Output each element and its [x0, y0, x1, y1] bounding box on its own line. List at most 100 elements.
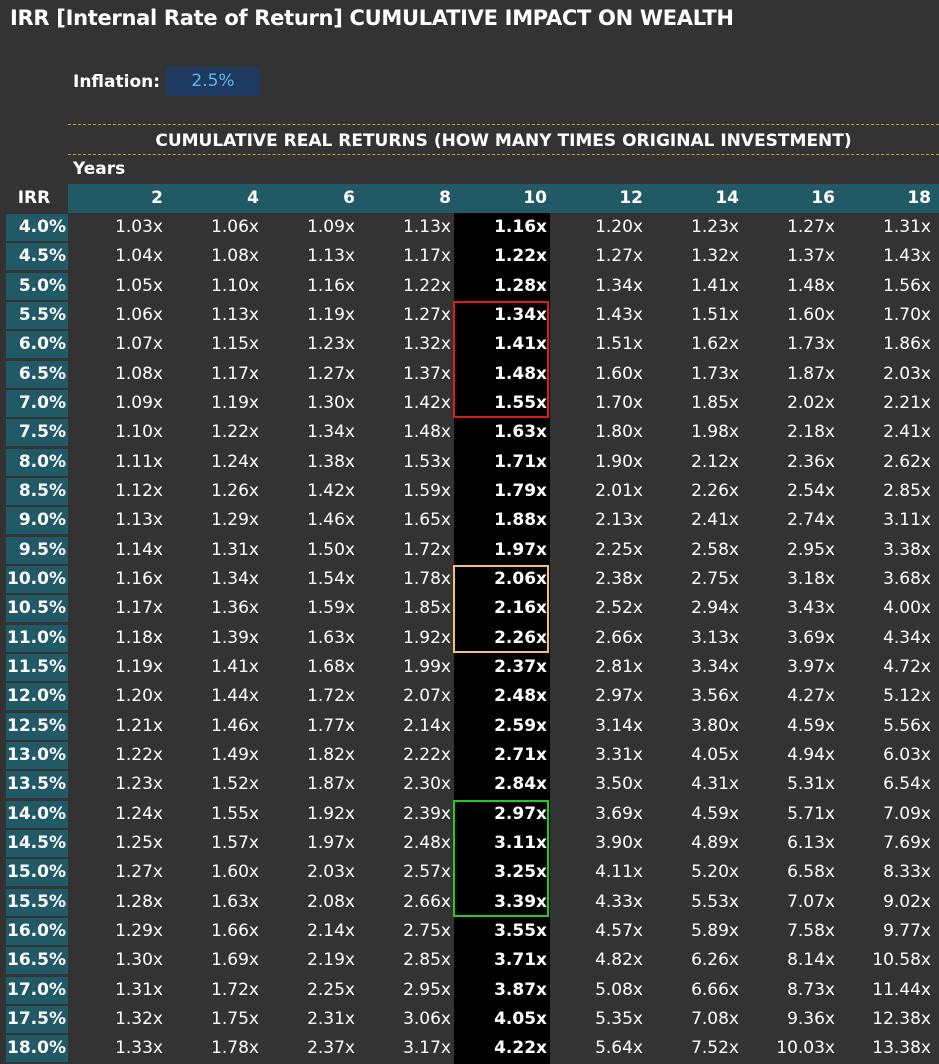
- irr-row-label: 17.0%: [6, 976, 68, 1004]
- table-cell: 6.58x: [787, 862, 835, 883]
- table-cell: 1.08x: [211, 246, 259, 267]
- table-row: 16.0% 1.29x 1.66x 2.14x 2.75x 3.55x 4.57x 5.89x…: [0, 917, 939, 946]
- table-cell: 1.70x: [883, 304, 931, 325]
- table-cell: 1.73x: [787, 334, 835, 355]
- table-cell: 4.72x: [883, 656, 931, 677]
- table-row: 6.0% 1.07x 1.15x 1.23x 1.32x 1.41x 1.51x 1.62x 1…: [0, 330, 939, 359]
- table-cell: 1.48x: [494, 363, 547, 384]
- irr-row-label: 8.5%: [6, 477, 68, 505]
- table-cell: 1.11x: [115, 451, 163, 472]
- irr-row-label: 8.0%: [6, 448, 68, 476]
- table-cell: 4.57x: [595, 920, 643, 941]
- table-cell: 1.08x: [115, 363, 163, 384]
- highlight-box-0: [453, 301, 549, 419]
- table-cell: 2.95x: [787, 539, 835, 560]
- table-cell: 13.38x: [872, 1038, 931, 1059]
- table-cell: 1.27x: [595, 246, 643, 267]
- table-cell: 2.25x: [307, 979, 355, 1000]
- table-cell: 1.10x: [211, 275, 259, 296]
- table-cell: 5.64x: [595, 1038, 643, 1059]
- column-header-6: 6: [343, 188, 355, 208]
- table-row: 14.0% 1.24x 1.55x 1.92x 2.39x 2.97x 3.69x 4.59x…: [0, 800, 939, 829]
- table-cell: 3.17x: [403, 1038, 451, 1059]
- table-cell: 2.03x: [307, 862, 355, 883]
- table-row: 9.0% 1.13x 1.29x 1.46x 1.65x 1.88x 2.13x 2.41x 2…: [0, 506, 939, 535]
- table-cell: 6.03x: [883, 744, 931, 765]
- irr-row-label: 15.0%: [6, 859, 68, 887]
- table-cell: 1.55x: [211, 803, 259, 824]
- table-cell: 1.32x: [115, 1008, 163, 1029]
- table-cell: 2.71x: [494, 744, 547, 765]
- irr-row-label: 15.5%: [6, 888, 68, 916]
- table-row: 13.5% 1.23x 1.52x 1.87x 2.30x 2.84x 3.50x 4.31x…: [0, 770, 939, 799]
- table-cell: 1.92x: [403, 627, 451, 648]
- table-cell: 4.34x: [883, 627, 931, 648]
- table-cell: 1.25x: [115, 832, 163, 853]
- table-cell: 1.42x: [403, 392, 451, 413]
- table-cell: 1.19x: [211, 392, 259, 413]
- irr-row-label: 9.0%: [6, 507, 68, 535]
- table-row: 16.5% 1.30x 1.69x 2.19x 2.85x 3.71x 4.82x 6.26x…: [0, 946, 939, 975]
- table-row: 15.5% 1.28x 1.63x 2.08x 2.66x 3.39x 4.33x 5.53x…: [0, 888, 939, 917]
- table-cell: 5.20x: [691, 862, 739, 883]
- table-cell: 8.33x: [883, 862, 931, 883]
- column-header-band: [68, 184, 939, 213]
- inflation-input[interactable]: 2.5%: [166, 67, 260, 96]
- table-cell: 1.78x: [211, 1038, 259, 1059]
- table-cell: 1.82x: [307, 744, 355, 765]
- table-cell: 1.86x: [883, 334, 931, 355]
- table-cell: 1.13x: [307, 246, 355, 267]
- table-cell: 1.48x: [787, 275, 835, 296]
- irr-row-label: 14.5%: [6, 829, 68, 857]
- table-row: 5.0% 1.05x 1.10x 1.16x 1.22x 1.28x 1.34x 1.41x 1…: [0, 272, 939, 301]
- table-cell: 1.24x: [115, 803, 163, 824]
- table-cell: 1.99x: [403, 656, 451, 677]
- table-cell: 8.73x: [787, 979, 835, 1000]
- table-cell: 2.97x: [494, 803, 547, 824]
- table-cell: 1.75x: [211, 1008, 259, 1029]
- table-cell: 3.25x: [494, 862, 547, 883]
- table-cell: 1.20x: [115, 686, 163, 707]
- table-cell: 1.19x: [307, 304, 355, 325]
- irr-row-label: 9.5%: [6, 536, 68, 564]
- table-cell: 2.13x: [595, 510, 643, 531]
- irr-row-label: 13.0%: [6, 741, 68, 769]
- table-cell: 4.31x: [691, 774, 739, 795]
- table-cell: 1.13x: [211, 304, 259, 325]
- table-cell: 1.28x: [494, 275, 547, 296]
- table-cell: 5.53x: [691, 891, 739, 912]
- table-cell: 1.46x: [307, 510, 355, 531]
- table-cell: 1.06x: [115, 304, 163, 325]
- table-cell: 1.80x: [595, 422, 643, 443]
- table-row: 7.5% 1.10x 1.22x 1.34x 1.48x 1.63x 1.80x 1.98x 2…: [0, 418, 939, 447]
- table-cell: 5.08x: [595, 979, 643, 1000]
- table-cell: 2.62x: [883, 451, 931, 472]
- table-cell: 2.59x: [494, 715, 547, 736]
- table-cell: 7.07x: [787, 891, 835, 912]
- table-cell: 1.43x: [595, 304, 643, 325]
- irr-row-label: 11.0%: [6, 624, 68, 652]
- table-cell: 4.05x: [691, 744, 739, 765]
- table-cell: 1.37x: [787, 246, 835, 267]
- table-cell: 1.37x: [403, 363, 451, 384]
- table-cell: 1.72x: [211, 979, 259, 1000]
- table-cell: 3.31x: [595, 744, 643, 765]
- table-cell: 1.87x: [787, 363, 835, 384]
- table-cell: 1.50x: [307, 539, 355, 560]
- table-cell: 1.27x: [403, 304, 451, 325]
- table-row: 6.5% 1.08x 1.17x 1.27x 1.37x 1.48x 1.60x 1.73x 1…: [0, 360, 939, 389]
- table-row: 10.5% 1.17x 1.36x 1.59x 1.85x 2.16x 2.52x 2.94x…: [0, 594, 939, 623]
- table-cell: 4.27x: [787, 686, 835, 707]
- table-cell: 1.23x: [307, 334, 355, 355]
- table-row: 14.5% 1.25x 1.57x 1.97x 2.48x 3.11x 3.90x 4.89x…: [0, 829, 939, 858]
- table-cell: 1.30x: [307, 392, 355, 413]
- table-cell: 1.72x: [403, 539, 451, 560]
- table-row: 17.0% 1.31x 1.72x 2.25x 2.95x 3.87x 5.08x 6.66x…: [0, 976, 939, 1005]
- irr-row-label: 4.5%: [6, 243, 68, 271]
- table-cell: 1.90x: [595, 451, 643, 472]
- table-cell: 2.54x: [787, 480, 835, 501]
- table-cell: 1.05x: [115, 275, 163, 296]
- table-cell: 2.07x: [403, 686, 451, 707]
- table-cell: 1.54x: [307, 568, 355, 589]
- table-cell: 2.03x: [883, 363, 931, 384]
